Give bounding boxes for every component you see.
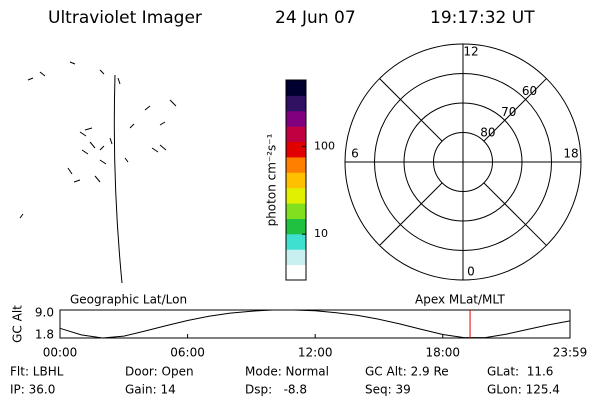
colorbar-band [286, 203, 306, 219]
ring-label: 80 [480, 126, 495, 140]
status-field: GC Alt: 2.9 Re [365, 365, 449, 379]
y-tick-label: 1.8 [35, 328, 54, 342]
polar-diagonal [483, 182, 547, 246]
status-field: Dsp: -8.8 [245, 383, 307, 397]
status-field: GLat: 11.6 [487, 365, 553, 379]
status-field: Gain: 14 [125, 383, 176, 397]
colorbar-band [286, 110, 306, 127]
alt-frame [59, 309, 571, 339]
colorbar-band [286, 80, 306, 96]
altitude-line [59, 309, 571, 339]
mlt-label: 0 [467, 265, 475, 279]
colorbar-frame [285, 79, 307, 281]
alt-right-title: Apex MLat/MLT [415, 293, 505, 307]
title: Ultraviolet Imager [48, 8, 202, 28]
polar-diagonal [483, 78, 547, 142]
polar-diagonal [379, 78, 443, 142]
y-tick-label: 9.0 [35, 306, 54, 320]
x-tick-label: 06:00 [170, 346, 205, 360]
status-field: Flt: LBHL [10, 365, 64, 379]
colorbar-band [286, 172, 306, 189]
alt-left-title: Geographic Lat/Lon [70, 293, 187, 307]
status-field: Seq: 39 [365, 383, 411, 397]
colorbar-band [286, 233, 306, 250]
mlt-label: 12 [463, 45, 478, 59]
colorbar-band [286, 187, 306, 204]
ring-label: 70 [501, 105, 516, 119]
date: 24 Jun 07 [275, 8, 356, 28]
status-field: IP: 36.0 [10, 383, 55, 397]
alt-ylabel: GC Alt [11, 305, 25, 343]
polar-diagonal [379, 182, 443, 246]
colorbar-tick-label: 100 [314, 140, 335, 153]
x-tick-label: 12:00 [298, 346, 333, 360]
colorbar-band [286, 264, 306, 281]
colorbar-label: photon cm⁻²s⁻¹ [265, 133, 279, 226]
map-outlines [19, 61, 177, 284]
mlt-label: 6 [351, 147, 359, 161]
colorbar-band [286, 156, 306, 173]
status-field: Mode: Normal [245, 365, 329, 379]
colorbar-band [286, 218, 306, 235]
colorbar-band [286, 249, 306, 266]
x-tick-label: 18:00 [425, 346, 460, 360]
mlt-label: 18 [563, 147, 578, 161]
ring-label: 60 [522, 84, 537, 98]
colorbar-band [286, 95, 306, 112]
time: 19:17:32 UT [430, 8, 535, 28]
colorbar-band [286, 126, 306, 143]
colorbar-band [286, 141, 306, 158]
x-tick-label: 23:59 [553, 346, 588, 360]
colorbar-tick-label: 10 [314, 227, 328, 240]
x-tick-label: 00:00 [43, 346, 78, 360]
status-field: Door: Open [125, 365, 194, 379]
status-field: GLon: 125.4 [487, 383, 560, 397]
